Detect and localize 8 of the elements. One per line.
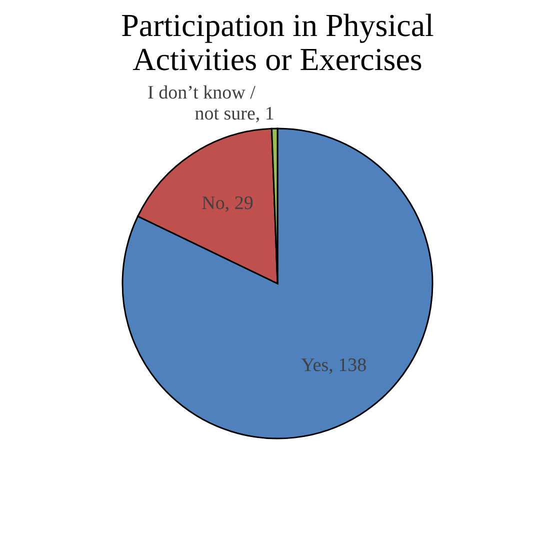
- pie-slice: [122, 128, 434, 440]
- chart-title: Participation in Physical Activities or Exercises: [121, 7, 434, 77]
- slice-label: Yes: [300, 354, 329, 376]
- slice-label: No: [202, 193, 225, 214]
- data-label: , 1: [255, 104, 274, 125]
- slice-label: I don’t know / not sure: [148, 82, 256, 125]
- data-label: , 138: [328, 354, 367, 376]
- data-label: , 29: [224, 193, 254, 214]
